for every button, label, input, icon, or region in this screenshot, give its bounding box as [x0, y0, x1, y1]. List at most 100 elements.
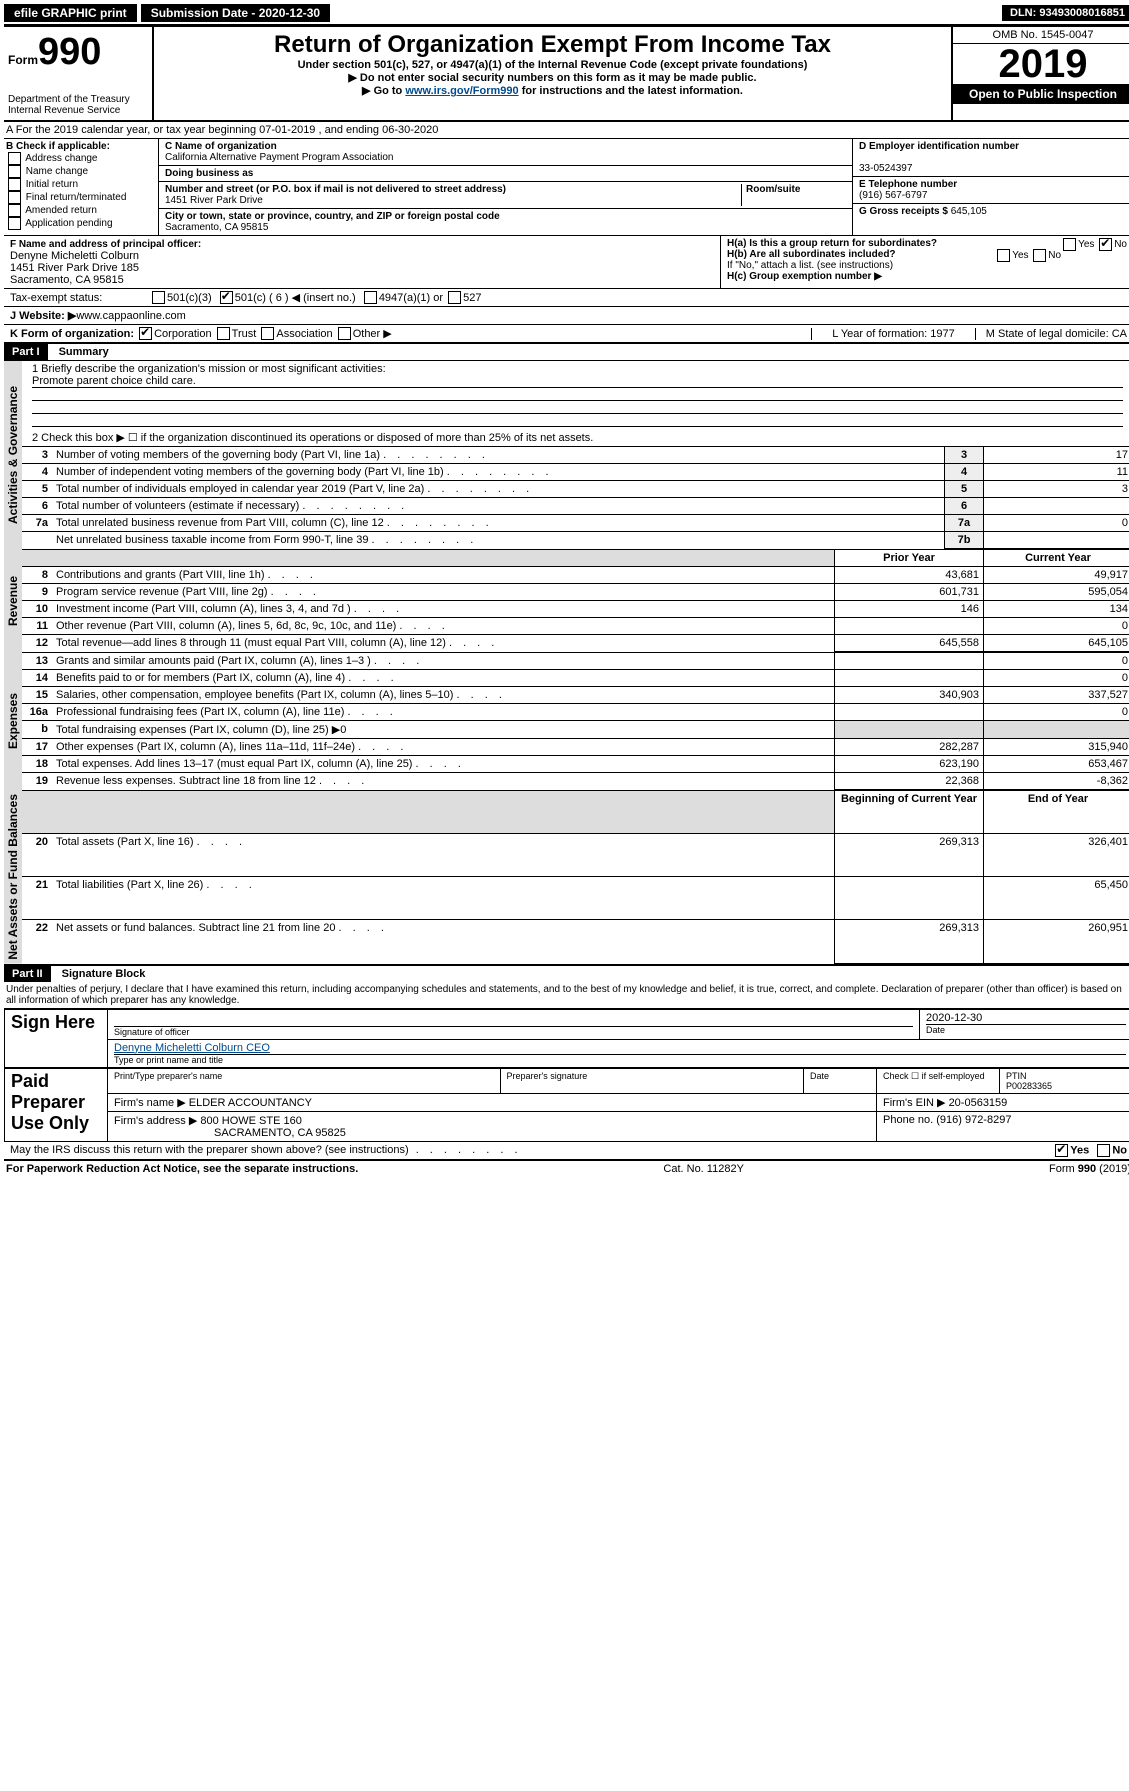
ha-no-checkbox[interactable]: [1099, 238, 1112, 251]
financial-row: 10Investment income (Part VIII, column (…: [22, 601, 1129, 618]
form-number: Form990: [8, 31, 148, 74]
boxb-checkbox[interactable]: [8, 191, 21, 204]
opt-527: 527: [463, 292, 481, 304]
ha-yes-checkbox[interactable]: [1063, 238, 1076, 251]
boxb-checkbox[interactable]: [8, 178, 21, 191]
perjury-declaration: Under penalties of perjury, I declare th…: [4, 982, 1129, 1009]
firm-name: ELDER ACCOUNTANCY: [189, 1097, 312, 1109]
note-1: ▶ Do not enter social security numbers o…: [158, 71, 947, 84]
part1-badge: Part I: [4, 344, 48, 360]
501c-checkbox[interactable]: [220, 291, 233, 304]
financial-row: bTotal fundraising expenses (Part IX, co…: [22, 721, 1129, 739]
org-city: Sacramento, CA 95815: [165, 222, 268, 233]
financial-row: 15Salaries, other compensation, employee…: [22, 687, 1129, 704]
l-year: L Year of formation: 1977: [811, 328, 975, 340]
discuss-yes-checkbox[interactable]: [1055, 1144, 1068, 1157]
line-a: A For the 2019 calendar year, or tax yea…: [4, 122, 1129, 139]
vtab-expenses: Expenses: [4, 652, 22, 790]
taxexempt-label: Tax-exempt status:: [10, 292, 150, 304]
trust-checkbox[interactable]: [217, 327, 230, 340]
q2-label: 2 Check this box ▶ ☐ if the organization…: [22, 429, 1129, 446]
type-name-label: Type or print name and title: [114, 1054, 1126, 1065]
summary-row: 5Total number of individuals employed in…: [22, 481, 1129, 498]
summary-row: Net unrelated business taxable income fr…: [22, 532, 1129, 549]
ein-value: 33-0524397: [859, 163, 912, 174]
prep-sig-label: Preparer's signature: [500, 1068, 803, 1093]
sign-here-label: Sign Here: [5, 1009, 108, 1067]
boxb-checkbox[interactable]: [8, 217, 21, 230]
boxb-checkbox[interactable]: [8, 152, 21, 165]
room-label: Room/suite: [746, 184, 800, 195]
open-inspection: Open to Public Inspection: [953, 84, 1129, 104]
addr-label: Number and street (or P.O. box if mail i…: [165, 184, 506, 195]
phone-label: E Telephone number: [859, 179, 957, 190]
summary-row: 6Total number of volunteers (estimate if…: [22, 498, 1129, 515]
501c3-checkbox[interactable]: [152, 291, 165, 304]
financial-row: 11Other revenue (Part VIII, column (A), …: [22, 618, 1129, 635]
form-subtitle: Under section 501(c), 527, or 4947(a)(1)…: [158, 59, 947, 71]
dba-label: Doing business as: [165, 168, 253, 179]
firm-name-label: Firm's name ▶: [114, 1097, 186, 1109]
corp-checkbox[interactable]: [139, 327, 152, 340]
website-label: J Website: ▶: [10, 309, 76, 322]
self-employed-label: Check ☐ if self-employed: [877, 1068, 1000, 1093]
financial-row: 8Contributions and grants (Part VIII, li…: [22, 567, 1129, 584]
dept-label: Department of the Treasury Internal Reve…: [8, 94, 148, 116]
dln-label: DLN: 93493008016851: [1002, 5, 1129, 21]
submission-date-button[interactable]: Submission Date - 2020-12-30: [141, 4, 330, 22]
officer-name-link[interactable]: Denyne Micheletti Colburn CEO: [114, 1042, 270, 1054]
m-state: M State of legal domicile: CA: [975, 328, 1127, 340]
f-label: F Name and address of principal officer:: [10, 239, 201, 250]
gross-value: 645,105: [951, 206, 987, 217]
boxb-checkbox[interactable]: [8, 165, 21, 178]
prep-name-label: Print/Type preparer's name: [108, 1068, 501, 1093]
form-title: Return of Organization Exempt From Incom…: [158, 31, 947, 59]
gross-label: G Gross receipts $: [859, 206, 948, 217]
assoc-checkbox[interactable]: [261, 327, 274, 340]
part1-title: Summary: [51, 346, 109, 358]
box-b-label: B Check if applicable:: [6, 141, 156, 152]
part2-badge: Part II: [4, 966, 51, 982]
c-name-label: C Name of organization: [165, 141, 277, 152]
vtab-activities: Activities & Governance: [4, 361, 22, 549]
financial-row: 18Total expenses. Add lines 13–17 (must …: [22, 756, 1129, 773]
opt-trust: Trust: [232, 328, 257, 340]
hb-yes-checkbox[interactable]: [997, 249, 1010, 262]
opt-corp: Corporation: [154, 328, 211, 340]
firm-ein-label: Firm's EIN ▶: [883, 1097, 946, 1109]
ptin-label: PTIN: [1006, 1071, 1027, 1081]
vtab-revenue: Revenue: [4, 549, 22, 652]
opt-4947: 4947(a)(1) or: [379, 292, 443, 304]
4947-checkbox[interactable]: [364, 291, 377, 304]
tax-year: 2019: [953, 44, 1129, 84]
other-checkbox[interactable]: [338, 327, 351, 340]
financial-row: 16aProfessional fundraising fees (Part I…: [22, 704, 1129, 721]
efile-button[interactable]: efile GRAPHIC print: [4, 4, 137, 22]
footer-right: Form 990 (2019): [1049, 1163, 1129, 1175]
instructions-link[interactable]: www.irs.gov/Form990: [405, 85, 518, 97]
boxb-checkbox[interactable]: [8, 204, 21, 217]
phone-value: (916) 567-6797: [859, 190, 927, 201]
sig-date: 2020-12-30: [926, 1012, 1126, 1024]
firm-addr1: 800 HOWE STE 160: [200, 1115, 302, 1127]
officer-addr1: 1451 River Park Drive 185: [10, 262, 139, 274]
q1-answer: Promote parent choice child care.: [32, 375, 1123, 388]
discuss-no-checkbox[interactable]: [1097, 1144, 1110, 1157]
financial-row: 20Total assets (Part X, line 16) . . . .…: [22, 834, 1129, 877]
opt-501c: 501(c) ( 6 ) ◀ (insert no.): [235, 291, 356, 304]
part2-title: Signature Block: [54, 968, 146, 980]
firm-addr2: SACRAMENTO, CA 95825: [214, 1127, 346, 1139]
website-url: www.cappaonline.com: [76, 310, 185, 322]
firm-phone: (916) 972-8297: [936, 1114, 1011, 1126]
footer-left: For Paperwork Reduction Act Notice, see …: [6, 1163, 358, 1175]
sig-date-label: Date: [926, 1024, 1126, 1035]
vtab-netassets: Net Assets or Fund Balances: [4, 790, 22, 964]
summary-row: 7aTotal unrelated business revenue from …: [22, 515, 1129, 532]
officer-name: Denyne Micheletti Colburn: [10, 250, 139, 262]
527-checkbox[interactable]: [448, 291, 461, 304]
hb-no-checkbox[interactable]: [1033, 249, 1046, 262]
ha-label: H(a) Is this a group return for subordin…: [727, 238, 937, 249]
footer-mid: Cat. No. 11282Y: [663, 1163, 744, 1175]
financial-row: 13Grants and similar amounts paid (Part …: [22, 653, 1129, 670]
financial-row: 22Net assets or fund balances. Subtract …: [22, 920, 1129, 963]
